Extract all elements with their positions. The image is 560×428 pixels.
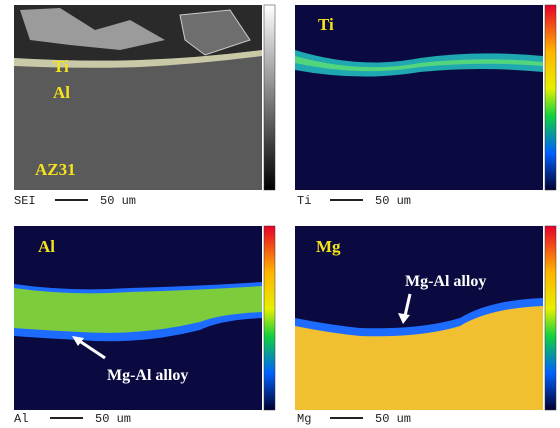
mg-panel: Mg Mg-Al alloy Mg 50 um	[295, 226, 556, 426]
sei-panel: Ti Al AZ31 SEI 50 um	[14, 5, 275, 208]
ti-panel: Ti Ti 50 um	[295, 5, 556, 208]
label: Mg-Al alloy	[107, 367, 188, 384]
label: Ti	[318, 15, 334, 34]
label: Mg	[316, 237, 341, 256]
label: AZ31	[35, 160, 76, 179]
al-panel: Al Mg-Al alloy Al 50 um	[14, 226, 275, 426]
label: Al	[53, 83, 70, 102]
caption-element: Ti	[297, 194, 311, 208]
caption-element: Al	[14, 412, 28, 426]
label: Al	[38, 237, 55, 256]
label: Mg-Al alloy	[405, 273, 486, 290]
caption-element: Mg	[297, 412, 311, 426]
figure: Ti Al AZ31 SEI 50 um Ti Ti 50 um Al Mg-A…	[0, 0, 560, 428]
caption-element: SEI	[14, 194, 36, 208]
caption-scale: 50 um	[95, 412, 131, 426]
caption-scale: 50 um	[375, 194, 411, 208]
caption-scale: 50 um	[100, 194, 136, 208]
label: Ti	[53, 57, 69, 76]
caption-scale: 50 um	[375, 412, 411, 426]
